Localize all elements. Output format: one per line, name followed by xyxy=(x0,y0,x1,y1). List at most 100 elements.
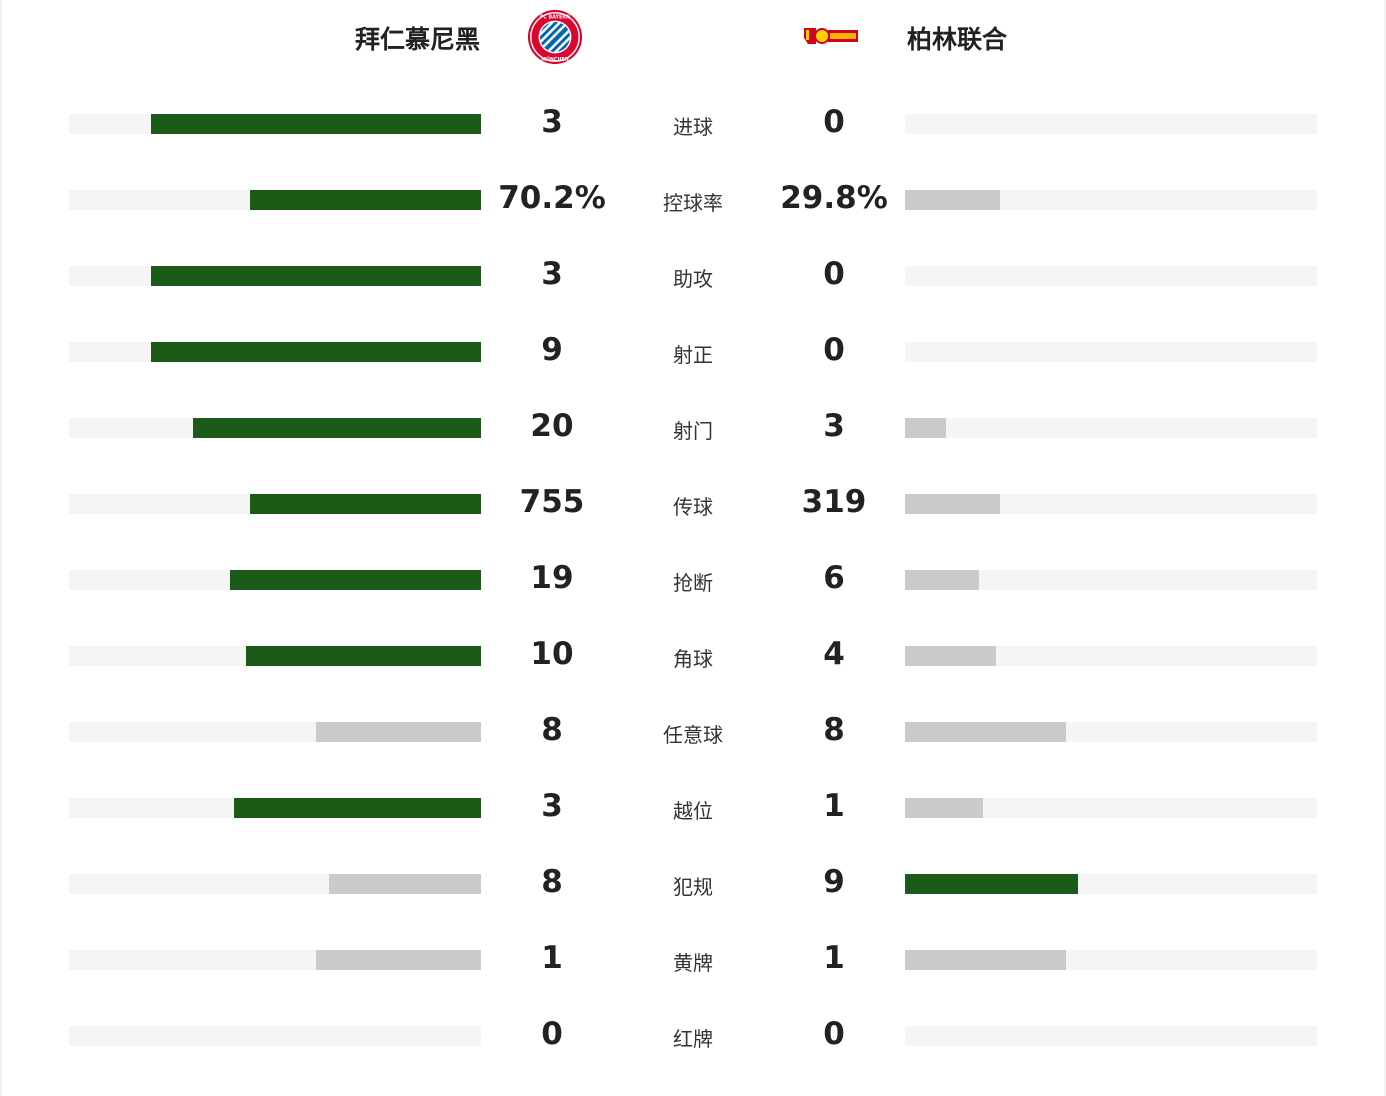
stat-label: 进球 xyxy=(673,115,713,139)
away-bar-fill xyxy=(905,798,983,818)
home-stat-value: 755 xyxy=(519,484,585,520)
away-bar-fill xyxy=(905,874,1078,894)
home-bar-fill xyxy=(151,114,481,134)
away-bar-track xyxy=(905,950,1317,970)
home-stat-value: 19 xyxy=(530,560,574,596)
stat-row: 19 抢断 6 xyxy=(2,557,1386,633)
away-stat-value: 1 xyxy=(823,940,845,976)
away-team-name: 柏林联合 xyxy=(907,25,1008,54)
away-bar-fill xyxy=(905,190,1000,210)
away-stat-value: 4 xyxy=(823,636,845,672)
away-bar-track xyxy=(905,1026,1317,1046)
away-bar-track xyxy=(905,494,1317,514)
stat-label: 角球 xyxy=(673,647,713,671)
stat-label: 犯规 xyxy=(673,875,713,899)
home-bar-track xyxy=(69,646,481,666)
stat-row: 1 黄牌 1 xyxy=(2,937,1386,1013)
stat-label: 射门 xyxy=(673,419,713,443)
away-bar-fill xyxy=(905,722,1066,742)
home-bar-fill xyxy=(151,342,481,362)
home-bar-fill xyxy=(151,266,481,286)
away-stat-value: 0 xyxy=(823,332,845,368)
home-bar-track xyxy=(69,190,481,210)
stat-row: 0 红牌 0 xyxy=(2,1013,1386,1089)
away-stat-value: 319 xyxy=(801,484,867,520)
stat-row: 8 任意球 8 xyxy=(2,709,1386,785)
stat-label: 黄牌 xyxy=(673,951,713,975)
home-bar-track xyxy=(69,722,481,742)
home-stat-value: 8 xyxy=(541,864,563,900)
away-bar-track xyxy=(905,646,1317,666)
away-bar-track xyxy=(905,798,1317,818)
stat-label: 越位 xyxy=(673,799,713,823)
home-bar-fill xyxy=(250,190,481,210)
home-bar-fill xyxy=(250,494,481,514)
away-bar-track xyxy=(905,266,1317,286)
home-bar-track xyxy=(69,418,481,438)
away-stat-value: 6 xyxy=(823,560,845,596)
away-bar-fill xyxy=(905,494,1000,514)
home-bar-fill xyxy=(329,874,481,894)
svg-text:FC BAYERN: FC BAYERN xyxy=(540,15,570,21)
stat-row: 755 传球 319 xyxy=(2,481,1386,557)
away-stat-value: 0 xyxy=(823,1016,845,1052)
away-bar-track xyxy=(905,418,1317,438)
away-bar-track xyxy=(905,190,1317,210)
home-bar-track xyxy=(69,798,481,818)
home-stat-value: 10 xyxy=(530,636,574,672)
home-bar-fill xyxy=(316,950,481,970)
stat-label: 红牌 xyxy=(673,1027,713,1051)
away-bar-track xyxy=(905,342,1317,362)
stat-row: 70.2% 控球率 29.8% xyxy=(2,177,1386,253)
home-bar-track xyxy=(69,874,481,894)
stat-row: 3 越位 1 xyxy=(2,785,1386,861)
home-stat-value: 20 xyxy=(530,408,574,444)
home-bar-track xyxy=(69,266,481,286)
away-stat-value: 8 xyxy=(823,712,845,748)
home-stat-value: 3 xyxy=(541,256,563,292)
stat-row: 9 射正 0 xyxy=(2,329,1386,405)
stat-label: 传球 xyxy=(673,495,713,519)
away-stat-value: 0 xyxy=(823,104,845,140)
away-bar-fill xyxy=(905,418,946,438)
stat-label: 控球率 xyxy=(663,191,723,215)
home-bar-fill xyxy=(193,418,481,438)
home-stat-value: 8 xyxy=(541,712,563,748)
home-stat-value: 70.2% xyxy=(498,180,606,216)
away-bar-track xyxy=(905,722,1317,742)
home-stat-value: 3 xyxy=(541,104,563,140)
home-bar-fill xyxy=(230,570,481,590)
stat-label: 任意球 xyxy=(663,723,723,747)
stat-row: 10 角球 4 xyxy=(2,633,1386,709)
away-bar-track xyxy=(905,114,1317,134)
home-bar-track xyxy=(69,342,481,362)
away-stat-value: 1 xyxy=(823,788,845,824)
away-bar-fill xyxy=(905,950,1066,970)
home-bar-fill xyxy=(246,646,481,666)
match-header: 拜仁慕尼黑 FC BAYERN MÜNCHEN 柏林联合 xyxy=(2,0,1386,80)
home-bar-fill xyxy=(234,798,481,818)
bayern-munich-crest-icon: FC BAYERN MÜNCHEN xyxy=(527,9,583,65)
stat-row: 20 射门 3 xyxy=(2,405,1386,481)
home-bar-track xyxy=(69,570,481,590)
away-bar-fill xyxy=(905,646,996,666)
union-berlin-crest-icon xyxy=(804,28,858,44)
home-bar-track xyxy=(69,950,481,970)
away-bar-track xyxy=(905,874,1317,894)
stat-row: 8 犯规 9 xyxy=(2,861,1386,937)
away-stat-value: 29.8% xyxy=(780,180,888,216)
away-stat-value: 3 xyxy=(823,408,845,444)
home-bar-track xyxy=(69,1026,481,1046)
away-bar-fill xyxy=(905,570,979,590)
away-bar-track xyxy=(905,570,1317,590)
stat-label: 射正 xyxy=(673,343,713,367)
home-stat-value: 3 xyxy=(541,788,563,824)
stat-label: 抢断 xyxy=(673,571,713,595)
home-stat-value: 0 xyxy=(541,1016,563,1052)
home-bar-track xyxy=(69,494,481,514)
stat-label: 助攻 xyxy=(673,267,713,291)
away-stat-value: 9 xyxy=(823,864,845,900)
home-team-name: 拜仁慕尼黑 xyxy=(354,25,480,54)
home-stat-value: 9 xyxy=(541,332,563,368)
